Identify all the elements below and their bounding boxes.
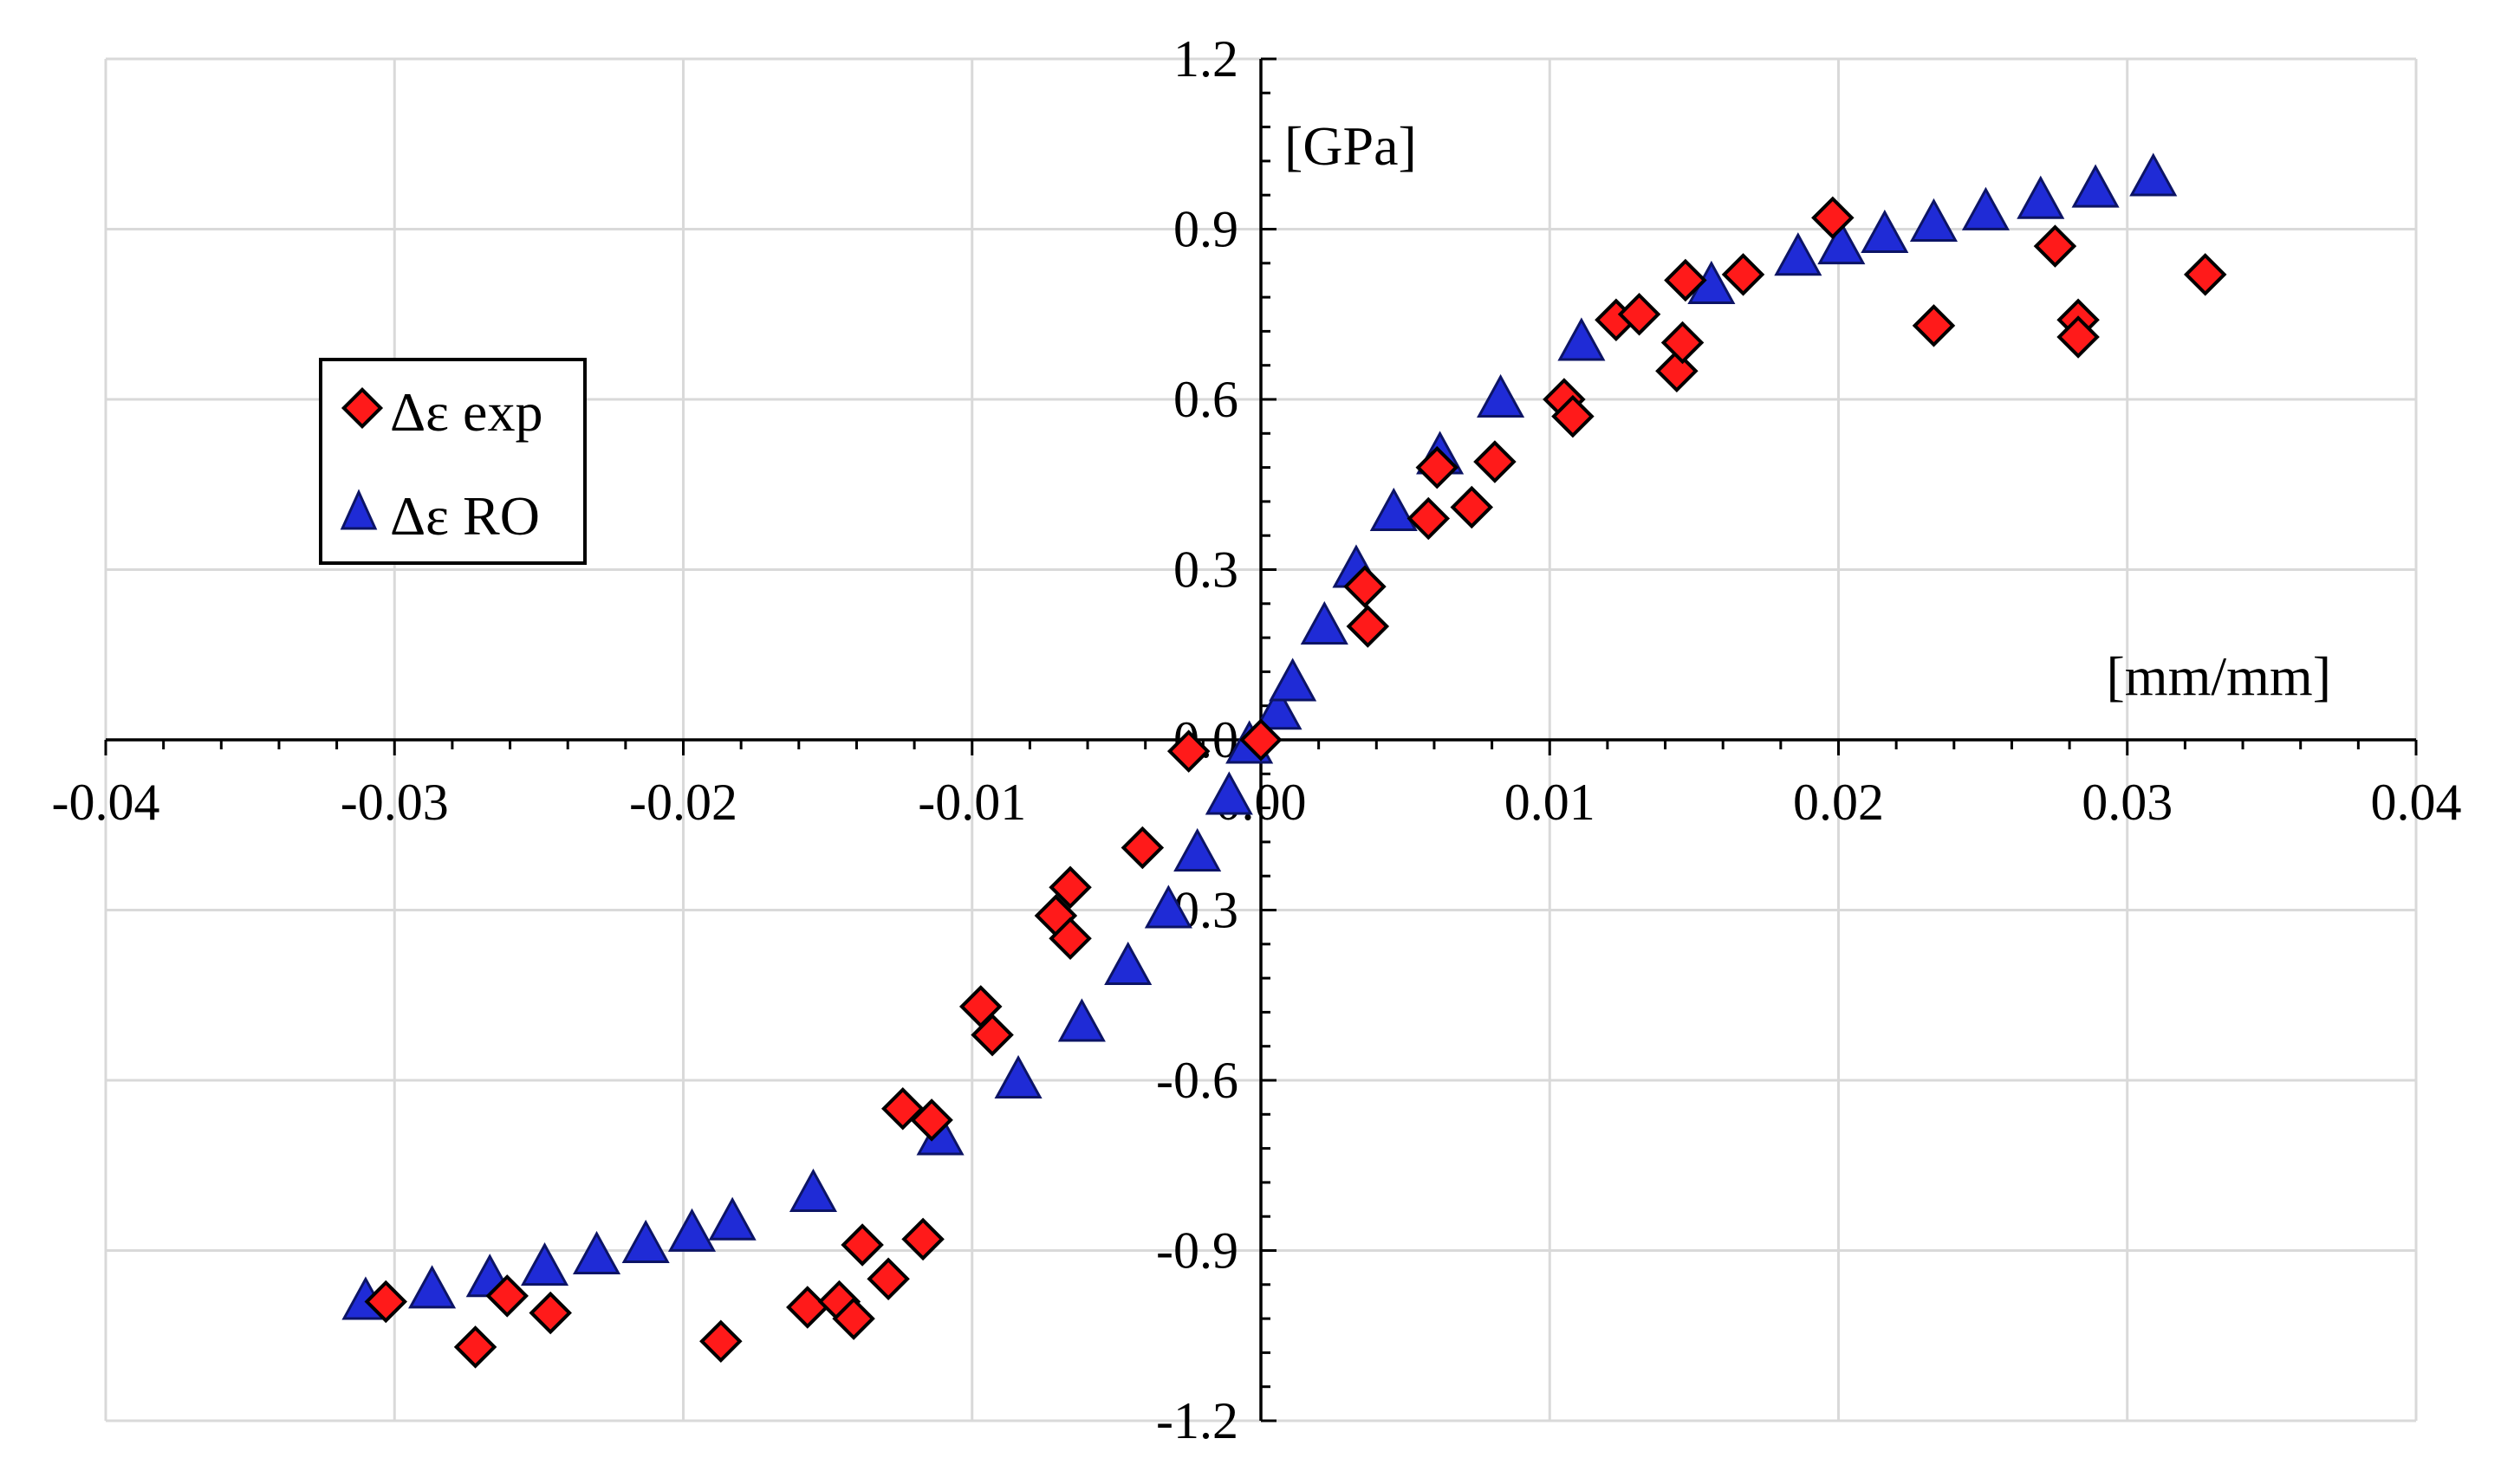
data-point-exp <box>1655 349 1699 392</box>
y-tick-label: 0.9 <box>1173 201 1238 258</box>
data-point-exp <box>485 1274 529 1318</box>
data-point-ro <box>994 1054 1043 1098</box>
data-point-exp <box>1166 729 1211 773</box>
data-point-exp <box>1721 253 1765 296</box>
data-point-ro <box>2071 164 2120 208</box>
data-point-exp <box>2033 224 2077 268</box>
data-point-exp <box>1811 196 1855 240</box>
data-point-exp <box>1473 440 1517 483</box>
legend-label-ro: Δε RO <box>390 485 540 547</box>
data-point-ro <box>789 1168 837 1212</box>
data-point-exp <box>364 1280 408 1324</box>
y-tick-label: 0.3 <box>1173 541 1238 599</box>
data-point-exp <box>453 1325 497 1369</box>
data-point-ro <box>2129 152 2178 197</box>
legend-marker-exp <box>341 386 384 430</box>
ticks <box>104 57 2418 1422</box>
data-point-ro <box>1254 686 1302 730</box>
data-point-ro <box>1774 232 1822 276</box>
data-point-ro <box>1861 209 1909 254</box>
data-point-ro <box>708 1196 757 1241</box>
data-points <box>341 152 2227 1369</box>
y-tick-label: -0.9 <box>1156 1222 1238 1280</box>
data-point-exp <box>1406 496 1451 541</box>
x-axis-label: [mm/mm] <box>2106 645 2331 707</box>
data-point-ro <box>572 1230 621 1275</box>
y-tick-label: -1.2 <box>1156 1392 1238 1449</box>
y-tick-label: 1.2 <box>1173 30 1238 87</box>
data-point-exp <box>1660 321 1705 365</box>
data-point-exp <box>1049 865 1092 910</box>
data-point-ro <box>667 1208 717 1252</box>
data-point-exp <box>1239 718 1283 761</box>
data-point-exp <box>841 1223 884 1267</box>
data-point-ro <box>1961 186 2010 230</box>
data-point-exp <box>1617 293 1661 336</box>
legend-marker-ro <box>340 489 378 530</box>
data-point-exp <box>867 1257 910 1300</box>
data-point-ro <box>1557 317 1606 361</box>
data-point-ro <box>1909 198 1959 242</box>
data-point-exp <box>529 1291 572 1335</box>
data-point-exp <box>2183 253 2227 296</box>
data-point-ro <box>408 1265 457 1309</box>
data-point-exp <box>1415 445 1459 489</box>
data-point-exp <box>1551 394 1595 438</box>
y-tick-label: -0.6 <box>1156 1052 1238 1109</box>
data-point-ro <box>1173 827 1222 872</box>
data-point-exp <box>1450 485 1494 529</box>
data-point-exp <box>1049 917 1092 960</box>
x-tick-label: -0.02 <box>629 774 737 831</box>
x-tick-label: 0.04 <box>2371 774 2462 831</box>
data-point-exp <box>910 1098 953 1142</box>
y-tick-label: 0.6 <box>1173 371 1238 428</box>
data-point-ro <box>1269 658 1317 702</box>
data-point-ro <box>1144 885 1192 929</box>
tick-labels: -0.04 -0.03 -0.02 -0.01 0.00 0.01 0.02 0.03 0.04… <box>52 30 2462 1449</box>
data-point-exp <box>901 1217 945 1261</box>
data-point-ro <box>1477 373 1525 418</box>
legend-label-exp: Δε exp <box>390 381 542 443</box>
data-point-exp <box>1346 605 1390 648</box>
data-point-exp <box>2056 315 2100 359</box>
data-point-exp <box>1121 826 1165 870</box>
data-point-ro <box>521 1242 569 1286</box>
data-point-exp <box>1912 304 1956 347</box>
data-point-ro <box>1104 941 1153 985</box>
data-point-ro <box>1817 221 1866 265</box>
legend: Δε exp Δε RO <box>319 358 587 565</box>
data-point-ro <box>1057 998 1106 1042</box>
x-tick-label: -0.04 <box>52 774 160 831</box>
data-point-exp <box>971 1013 1014 1057</box>
x-tick-label: -0.03 <box>341 774 449 831</box>
y-axis-label: [GPa] <box>1284 115 1417 177</box>
data-point-exp <box>786 1286 829 1329</box>
data-point-ro <box>621 1219 670 1263</box>
data-point-ro <box>1369 487 1418 531</box>
data-point-ro <box>1300 600 1348 645</box>
data-point-ro <box>2017 175 2065 219</box>
x-tick-label: -0.01 <box>918 774 1026 831</box>
data-point-exp <box>699 1319 743 1364</box>
x-tick-label: 0.01 <box>1504 774 1595 831</box>
data-point-ro <box>1205 771 1253 815</box>
data-point-exp <box>1343 565 1387 608</box>
x-tick-label: 0.02 <box>1793 774 1884 831</box>
data-point-exp <box>832 1297 875 1340</box>
x-tick-label: 0.03 <box>2082 774 2173 831</box>
data-point-exp <box>1664 258 1707 302</box>
